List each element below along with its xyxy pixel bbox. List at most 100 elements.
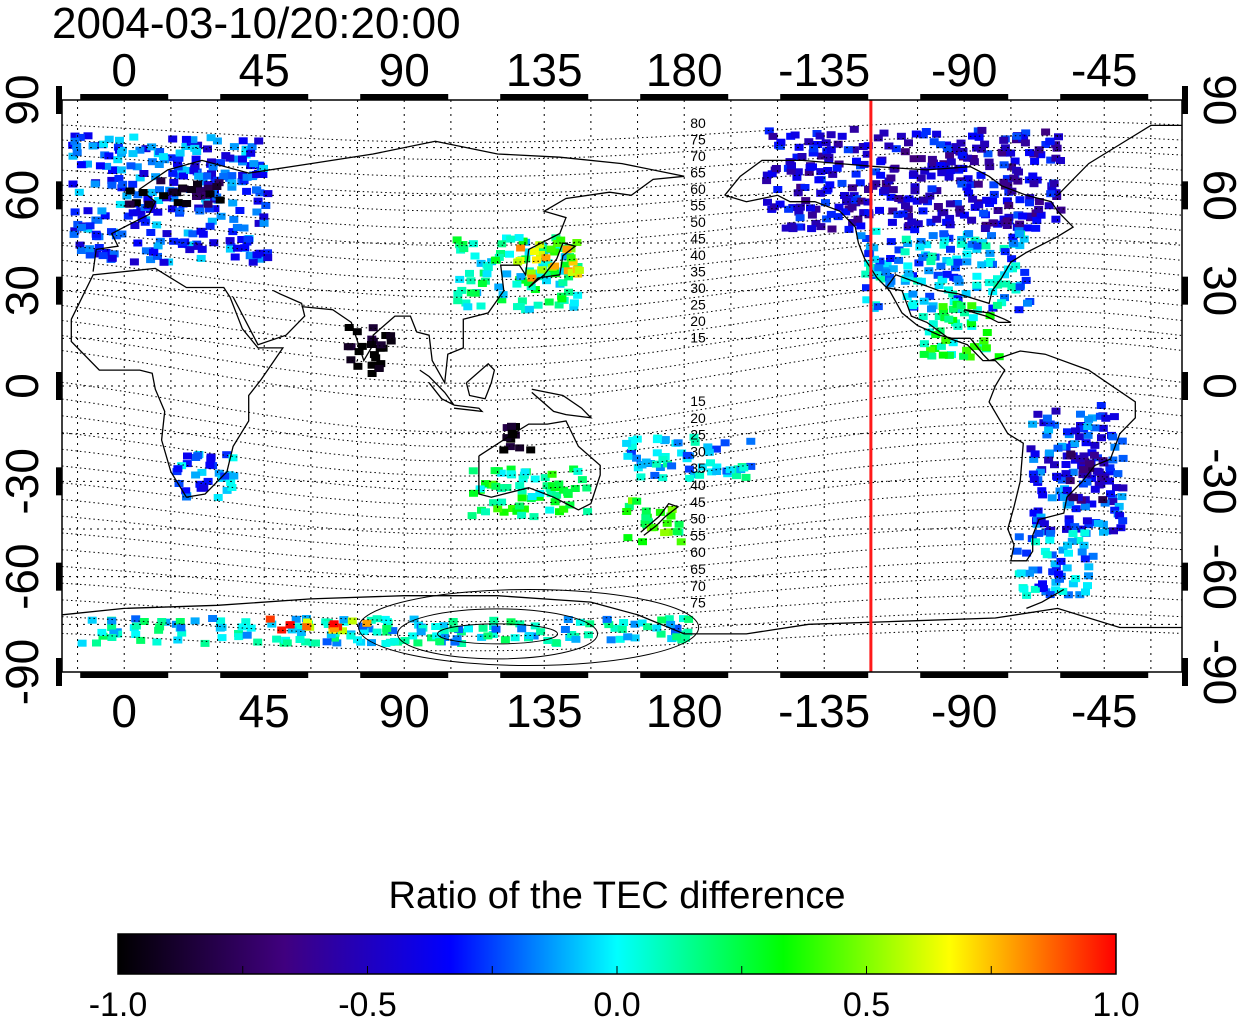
- tec-pixel: [1034, 529, 1044, 537]
- magnetic-latitude-contour: [62, 422, 1182, 477]
- tec-pixel: [1004, 201, 1014, 209]
- tec-pixel: [794, 143, 804, 151]
- tec-pixel: [541, 254, 551, 262]
- tec-pixel: [982, 329, 992, 336]
- tec-pixel: [1089, 451, 1099, 459]
- tec-pixel: [476, 259, 486, 267]
- magnetic-latitude-label: 35: [690, 264, 706, 280]
- tec-pixel: [195, 207, 205, 215]
- tec-pixel: [842, 198, 851, 205]
- tec-pixel: [956, 240, 966, 248]
- tec-pixel: [183, 229, 193, 237]
- latitude-tick-label: 60: [0, 170, 48, 221]
- tec-pixel: [107, 254, 117, 262]
- tec-pixel: [918, 313, 928, 321]
- longitude-tick-label: 45: [239, 44, 290, 96]
- longitude-tick-label: 90: [379, 685, 430, 737]
- coastline-layer: [62, 124, 1182, 635]
- tec-pixel: [129, 133, 139, 141]
- tec-pixel: [864, 209, 874, 217]
- tec-pixel: [977, 126, 987, 134]
- tec-pixel: [1094, 481, 1104, 489]
- tec-pixel: [569, 299, 579, 307]
- tec-pixel: [563, 616, 573, 623]
- tec-pixel: [1077, 548, 1087, 556]
- tec-pixel: [367, 370, 377, 377]
- tec-pixel: [189, 167, 199, 175]
- tec-pixel: [196, 227, 206, 235]
- tec-pixel: [143, 195, 153, 203]
- tec-pixel: [225, 154, 235, 162]
- tec-pixel: [529, 248, 539, 255]
- tec-pixel: [999, 178, 1009, 186]
- tec-pixel: [76, 247, 86, 254]
- tec-pixel: [1052, 193, 1062, 200]
- tec-pixel: [725, 466, 735, 474]
- tec-pixel: [179, 172, 188, 180]
- tec-pixel: [1030, 450, 1040, 458]
- tec-pixel: [564, 273, 574, 281]
- tec-pixel: [107, 228, 116, 236]
- tec-pixel: [1008, 233, 1018, 241]
- tec-pixel: [573, 270, 583, 278]
- tec-pixel: [1046, 190, 1056, 198]
- tec-pixel: [1034, 198, 1044, 206]
- tec-pixel: [619, 619, 629, 626]
- frame-tick-bar: [640, 672, 729, 678]
- tec-pixel: [191, 155, 201, 163]
- tec-pixel: [354, 348, 364, 356]
- tec-pixel: [926, 258, 936, 266]
- tec-pixel: [140, 218, 150, 226]
- tec-pixel: [338, 627, 347, 635]
- tec-pixel: [149, 248, 158, 256]
- coastline: [1057, 124, 1182, 196]
- tec-pixel: [881, 268, 891, 276]
- tec-pixel: [781, 224, 791, 232]
- magnetic-latitude-contour: [62, 324, 1182, 384]
- tec-pixel: [99, 140, 108, 148]
- tec-pixel: [261, 202, 271, 209]
- tec-pixel: [556, 236, 566, 244]
- tec-pixel: [551, 234, 561, 242]
- magnetic-latitude-label: 20: [690, 410, 706, 426]
- tec-pixel: [962, 250, 972, 258]
- tec-pixel: [527, 274, 537, 282]
- tec-pixel: [927, 185, 937, 193]
- tec-pixel: [152, 221, 162, 229]
- magnetic-latitude-label: 15: [690, 330, 706, 346]
- tec-pixel: [934, 313, 944, 320]
- tec-pixel: [202, 172, 212, 180]
- tec-pixel: [215, 196, 225, 204]
- tec-pixel: [1038, 585, 1048, 593]
- tec-pixel: [832, 164, 842, 172]
- tec-pixel: [787, 222, 797, 230]
- tec-pixel: [1015, 230, 1025, 238]
- tec-pixel: [1030, 585, 1040, 593]
- tec-pixel: [212, 183, 222, 190]
- tec-pixel: [1118, 484, 1128, 492]
- tec-pixel: [347, 617, 357, 625]
- tec-pixel: [1116, 524, 1126, 532]
- tec-pixel: [957, 180, 967, 188]
- tec-pixel: [1069, 494, 1078, 502]
- tec-pixel: [529, 513, 539, 521]
- tec-pixel: [1023, 224, 1033, 232]
- tec-pixel: [468, 467, 478, 475]
- tec-pixel: [489, 616, 499, 624]
- tec-pixel: [929, 159, 938, 167]
- tec-pixel: [452, 236, 462, 244]
- tec-pixel: [689, 433, 699, 441]
- tec-pixel: [173, 465, 183, 473]
- tec-pixel: [1044, 202, 1054, 210]
- south-magnetic-pole-contour: [397, 608, 599, 660]
- tec-pixel: [497, 240, 507, 248]
- tec-pixel: [243, 235, 253, 243]
- tec-pixel: [1093, 519, 1103, 527]
- tec-pixel: [209, 239, 219, 247]
- magnetic-latitude-contour: [62, 370, 1182, 433]
- frame-tick-bar: [780, 94, 869, 100]
- tec-pixel: [623, 452, 633, 460]
- tec-pixel: [201, 195, 211, 203]
- tec-pixel: [910, 187, 920, 195]
- tec-pixel: [568, 258, 578, 266]
